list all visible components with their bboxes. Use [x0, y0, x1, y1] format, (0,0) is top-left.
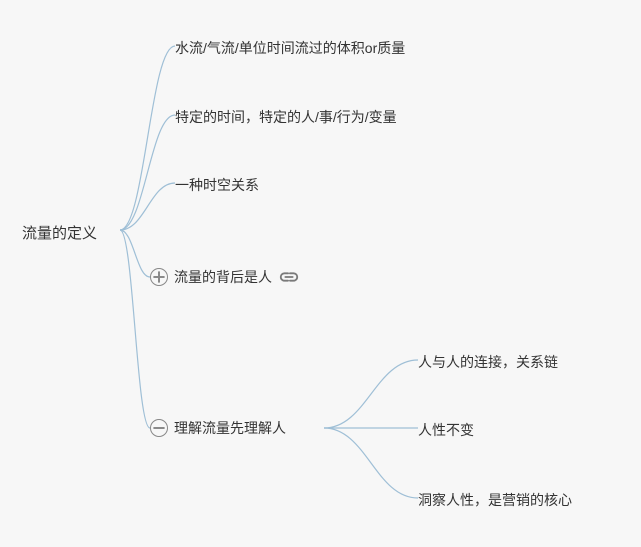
expand-icon[interactable]	[150, 268, 168, 286]
mindmap-node[interactable]: 人与人的连接，关系链	[418, 352, 558, 372]
node-label: 水流/气流/单位时间流过的体积or质量	[175, 38, 405, 58]
mindmap-node[interactable]: 水流/气流/单位时间流过的体积or质量	[175, 38, 405, 58]
node-label: 流量的背后是人	[174, 267, 272, 287]
mindmap-node[interactable]: 流量的背后是人	[150, 267, 300, 287]
mindmap-node[interactable]: 一种时空关系	[175, 175, 259, 195]
mindmap-node[interactable]: 洞察人性，是营销的核心	[418, 490, 572, 510]
node-label: 人与人的连接，关系链	[418, 352, 558, 372]
node-label: 特定的时间，特定的人/事/行为/变量	[175, 107, 397, 127]
link-icon[interactable]	[278, 270, 300, 284]
mindmap-node[interactable]: 人性不变	[418, 420, 474, 440]
mindmap-root-node[interactable]: 流量的定义	[22, 222, 97, 243]
edge-layer	[0, 0, 641, 547]
node-label: 人性不变	[418, 420, 474, 440]
mindmap-node[interactable]: 理解流量先理解人	[150, 418, 286, 438]
collapse-icon[interactable]	[150, 419, 168, 437]
mindmap-node[interactable]: 特定的时间，特定的人/事/行为/变量	[175, 107, 397, 127]
mindmap-canvas: 流量的定义 水流/气流/单位时间流过的体积or质量特定的时间，特定的人/事/行为/…	[0, 0, 641, 547]
node-label: 流量的定义	[22, 222, 97, 243]
node-label: 洞察人性，是营销的核心	[418, 490, 572, 510]
node-label: 理解流量先理解人	[174, 418, 286, 438]
node-label: 一种时空关系	[175, 175, 259, 195]
